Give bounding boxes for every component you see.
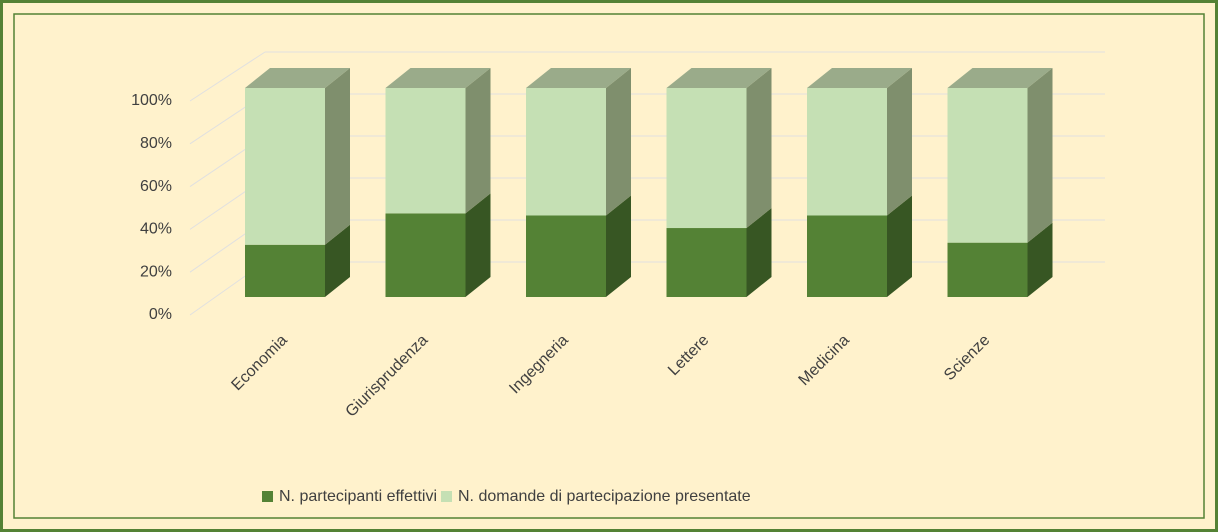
bar	[947, 88, 1028, 243]
bar-top	[526, 68, 631, 88]
bar-side	[746, 68, 772, 229]
grid-line-side	[189, 51, 266, 102]
y-tick-label: 80%	[140, 135, 172, 152]
legend-label: N. domande di partecipazione presentate	[458, 488, 751, 505]
bar-side	[1027, 68, 1053, 243]
bar-top	[245, 68, 350, 88]
y-tick-label: 40%	[140, 221, 172, 238]
bar	[385, 88, 466, 214]
y-tick-label: 20%	[140, 263, 172, 280]
legend-swatch	[262, 491, 273, 502]
bar	[807, 88, 887, 216]
bar	[807, 215, 887, 297]
y-tick-label: 100%	[131, 92, 172, 109]
bar-side	[746, 208, 772, 297]
bar-side	[1027, 222, 1053, 297]
bar-side	[606, 195, 631, 297]
legend-swatch	[441, 491, 452, 502]
bar	[526, 88, 606, 216]
y-tick-label: 60%	[140, 178, 172, 195]
bar-side	[606, 68, 631, 216]
legend-label: N. partecipanti effettivi	[279, 488, 437, 505]
bar	[245, 88, 325, 245]
bar-side	[465, 193, 491, 297]
bar-side	[325, 68, 350, 245]
bar	[245, 244, 325, 297]
bar	[666, 88, 747, 229]
bar-top	[947, 68, 1053, 88]
bar-side	[325, 224, 350, 297]
bar	[526, 215, 606, 297]
bar-side	[887, 68, 912, 216]
bar-side	[887, 195, 912, 297]
bar	[385, 213, 466, 297]
inner-frame	[13, 13, 1205, 519]
bar-top	[666, 68, 772, 88]
bar-top	[385, 68, 491, 88]
bar	[947, 242, 1028, 297]
bar-top	[807, 68, 912, 88]
y-tick-label: 0%	[149, 306, 172, 323]
bar-side	[465, 68, 491, 214]
bar	[666, 228, 747, 297]
